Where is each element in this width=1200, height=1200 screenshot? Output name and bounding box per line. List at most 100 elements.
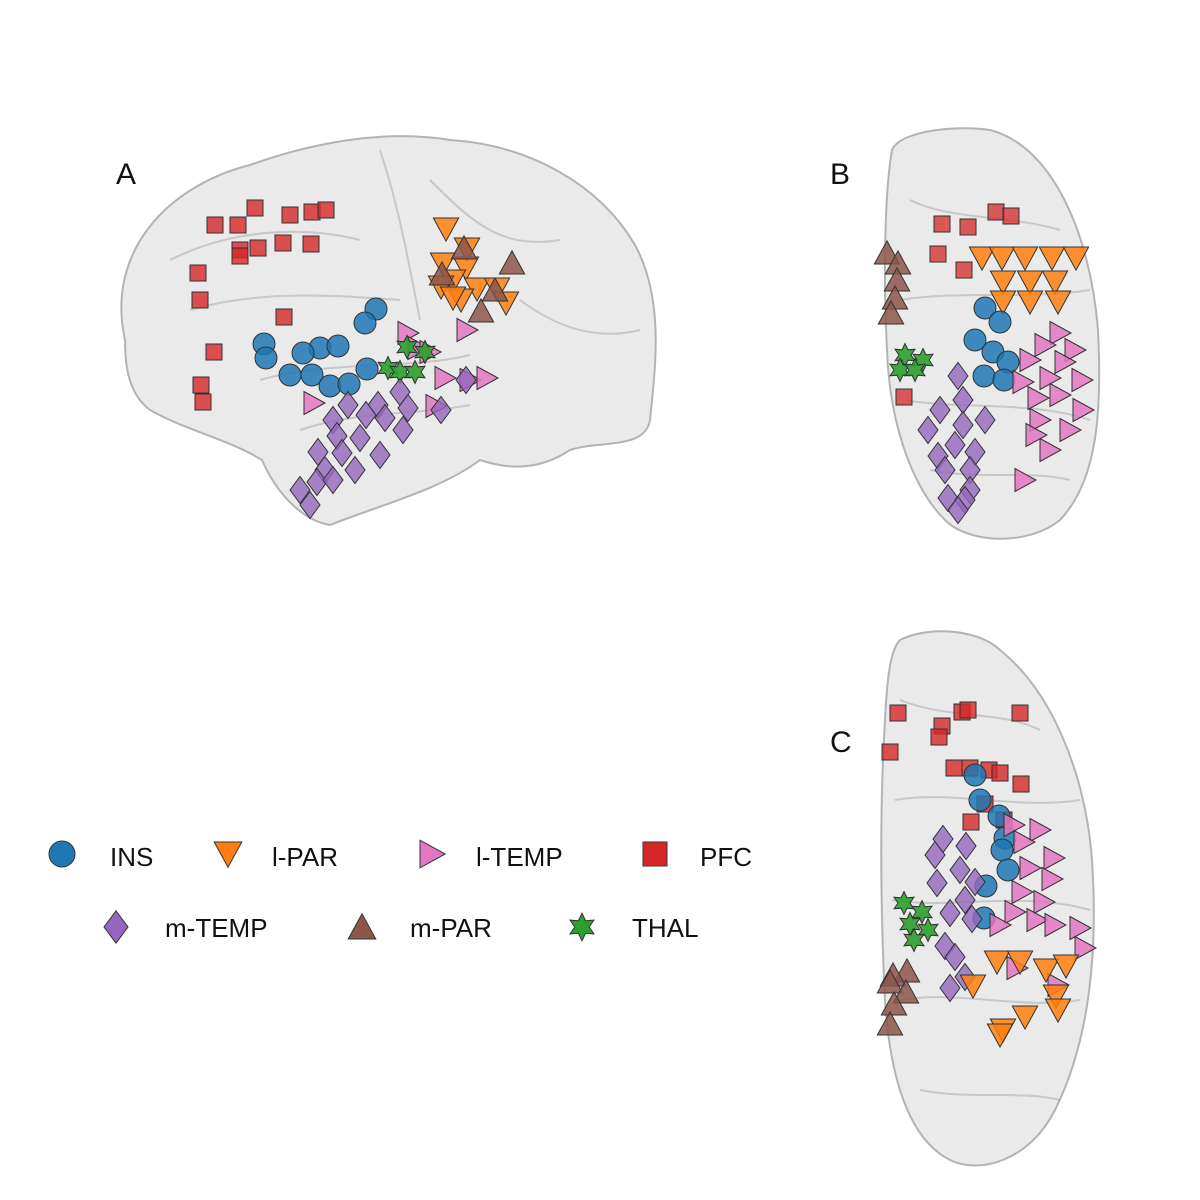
legend-symbol-ltemp <box>419 839 447 869</box>
legend-label-l-temp: l-TEMP <box>476 842 563 872</box>
marker-ltemp <box>1049 382 1073 408</box>
marker-lpar <box>1044 290 1072 316</box>
marker-lpar <box>989 290 1017 316</box>
marker-mtemp <box>929 395 951 425</box>
marker-pfc <box>933 215 951 233</box>
marker-lpar <box>989 270 1017 296</box>
marker-thal <box>912 347 934 373</box>
marker-mpar <box>467 297 495 323</box>
marker-ins <box>326 334 350 358</box>
marker-pfc <box>987 203 1005 221</box>
marker-thal <box>396 334 418 360</box>
marker-mpar <box>877 299 905 325</box>
legend-symbol-ins <box>48 840 76 868</box>
marker-pfc <box>317 201 335 219</box>
legend-item-m-temp: m-TEMP <box>103 909 268 945</box>
legend-marker-ins <box>48 840 76 868</box>
marker-mtemp <box>955 831 977 861</box>
marker-mtemp <box>355 400 377 430</box>
marker-mtemp <box>947 361 969 391</box>
panel-label-a: A <box>116 158 136 191</box>
legend-item-m-par: m-PAR <box>347 912 492 943</box>
marker-ins <box>990 838 1014 862</box>
marker-ltemp <box>1026 907 1050 933</box>
marker-lpar <box>983 950 1011 976</box>
marker-mtemp <box>947 495 969 525</box>
marker-ins <box>355 357 379 381</box>
markers-panel-c <box>876 701 1098 1049</box>
marker-thal <box>911 899 933 925</box>
marker-pfc <box>930 728 948 746</box>
marker-mpar <box>876 968 904 994</box>
panel-label-b: B <box>830 158 850 191</box>
marker-ins <box>300 363 324 387</box>
marker-mtemp <box>952 410 974 440</box>
marker-pfc <box>959 701 977 719</box>
marker-pfc <box>246 199 264 217</box>
marker-pfc <box>274 234 292 252</box>
marker-ins <box>968 788 992 812</box>
marker-ltemp <box>1054 349 1078 375</box>
marker-ltemp <box>1025 422 1049 448</box>
marker-pfc <box>1012 775 1030 793</box>
marker-lpar <box>959 974 987 1000</box>
legend-item-l-temp: l-TEMP <box>419 839 563 872</box>
marker-mtemp <box>939 898 961 928</box>
panel-label-c: C <box>830 726 852 759</box>
panel-a-sagittal: A <box>116 135 657 527</box>
marker-ltemp <box>1049 320 1073 346</box>
brain-outline-axial <box>880 630 1095 1167</box>
marker-ltemp <box>1069 915 1093 941</box>
marker-ins <box>963 328 987 352</box>
marker-mpar <box>481 276 509 302</box>
marker-pfc <box>205 343 223 361</box>
marker-pfc <box>945 759 963 777</box>
marker-pfc <box>275 308 293 326</box>
marker-mtemp <box>306 467 328 497</box>
marker-ins <box>337 372 361 396</box>
marker-ins <box>996 858 1020 882</box>
marker-ltemp <box>989 912 1013 938</box>
marker-pfc <box>281 206 299 224</box>
marker-mtemp <box>961 904 983 934</box>
marker-ltemp <box>1059 417 1083 443</box>
marker-thal <box>893 890 915 916</box>
marker-ins <box>291 341 315 365</box>
marker-ltemp <box>456 317 480 343</box>
legend-label-ins: INS <box>110 842 153 872</box>
marker-mpar <box>428 260 456 286</box>
marker-ltemp <box>476 365 500 391</box>
marker-pfc <box>192 376 210 394</box>
marker-mpar <box>498 249 526 275</box>
marker-mpar <box>880 990 908 1016</box>
panel-b-coronal: B <box>830 127 1101 540</box>
marker-ins <box>992 368 1016 392</box>
marker-ltemp <box>303 390 327 416</box>
marker-mtemp <box>949 855 971 885</box>
marker-mtemp <box>392 415 414 445</box>
legend-label-m-par: m-PAR <box>410 913 492 943</box>
marker-lpar <box>1062 246 1090 272</box>
marker-pfc <box>249 239 267 257</box>
marker-ltemp <box>1074 935 1098 961</box>
marker-ltemp <box>1013 829 1037 855</box>
legend-item-pfc: PFC <box>642 841 752 872</box>
legend-marker-l-temp <box>419 839 447 869</box>
marker-pfc <box>229 216 247 234</box>
marker-ltemp <box>1044 912 1068 938</box>
legend-symbol-pfc <box>642 841 668 867</box>
marker-lpar <box>439 286 467 312</box>
marker-pfc <box>303 203 321 221</box>
marker-lpar <box>1042 984 1070 1010</box>
marker-lpar <box>968 246 996 272</box>
marker-mtemp <box>289 475 311 505</box>
marker-pfc <box>206 216 224 234</box>
marker-thal <box>414 339 436 365</box>
marker-mpar <box>450 234 478 260</box>
legend-label-thal: THAL <box>632 913 698 943</box>
marker-mtemp <box>917 415 939 445</box>
legend-item-thal: THAL <box>569 912 698 943</box>
marker-ltemp <box>1027 385 1051 411</box>
marker-ltemp <box>1019 855 1043 881</box>
